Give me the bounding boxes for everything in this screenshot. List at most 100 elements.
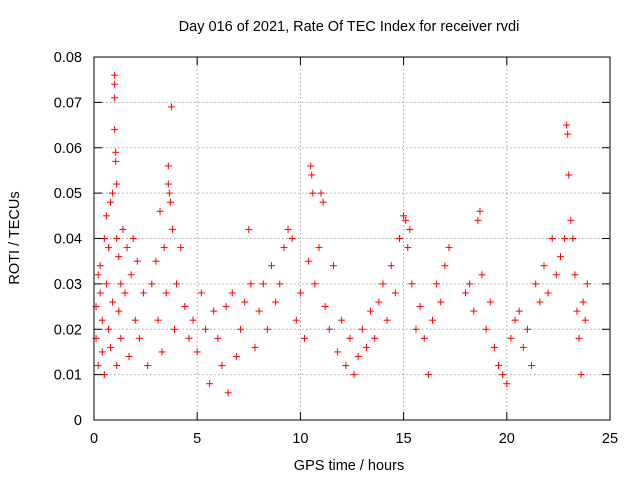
data-point [144,362,152,370]
data-point [121,289,129,297]
data-point [354,352,362,360]
data-point [94,271,102,279]
data-point [173,280,181,288]
data-point [317,189,325,197]
data-point [201,325,209,333]
data-point [358,325,366,333]
data-point [111,71,119,79]
data-point [515,307,523,315]
data-point [428,316,436,324]
data-point [476,207,484,215]
data-point [536,298,544,306]
data-point [96,289,104,297]
data-point [523,325,531,333]
data-point [140,289,148,297]
data-point [131,316,139,324]
data-point [482,325,490,333]
data-point [490,343,498,351]
data-point [162,289,170,297]
data-point [288,235,296,242]
axis-ticks [93,56,611,421]
data-point [583,280,591,288]
x-tick-label: 0 [90,431,98,447]
data-point [567,216,575,224]
data-point [189,316,197,324]
data-point [470,307,478,315]
data-point [276,280,284,288]
data-point [495,362,503,370]
data-point [563,121,571,129]
data-point [280,244,288,252]
data-point [292,316,300,324]
x-axis-label: GPS time / hours [294,458,404,474]
data-point [552,271,560,279]
data-point [437,298,445,306]
data-point [556,253,564,261]
data-point [111,94,119,102]
data-point [206,380,214,388]
data-point [466,280,474,288]
data-points [92,71,591,397]
data-point [251,343,259,351]
data-point [342,362,350,370]
data-point [507,334,515,342]
data-point [237,325,245,333]
y-tick-label: 0.03 [54,277,82,293]
y-tick-label: 0.02 [54,322,82,338]
data-point [387,262,395,270]
data-point [259,280,267,288]
data-point [197,289,205,297]
data-point [160,244,168,252]
data-point [168,225,176,233]
data-point [307,162,315,170]
data-point [325,325,333,333]
data-point [575,334,583,342]
y-axis-label: ROTI / TECUs [7,191,23,284]
data-point [109,189,117,197]
x-tick-label: 10 [292,431,308,447]
data-point [112,157,120,165]
data-point [135,334,143,342]
data-point [228,289,236,297]
data-point [441,262,449,270]
data-point [113,362,121,370]
data-point [115,253,123,261]
data-point [245,225,253,233]
data-point [379,280,387,288]
y-tick-label: 0.06 [54,141,82,157]
data-point [102,280,110,288]
data-point [224,389,232,397]
data-point [519,343,527,351]
x-tick-label: 15 [396,431,412,447]
data-point [573,307,581,315]
y-tick-label: 0.04 [54,232,82,248]
data-point [391,289,399,297]
data-point [408,280,416,288]
data-point [499,371,507,379]
data-point [123,244,131,252]
data-point [214,334,222,342]
data-point [462,289,470,297]
data-point [115,307,123,315]
data-point [319,198,327,206]
data-point [371,334,379,342]
data-point [232,352,240,360]
y-tick-label: 0.07 [54,95,82,111]
data-point [301,334,309,342]
data-point [154,316,162,324]
data-point [113,235,121,242]
data-point [284,225,292,233]
data-point [581,316,589,324]
y-tick-labels: 0 0.01 0.02 0.03 0.04 0.05 0.06 0.07 0.08 [54,50,82,429]
data-point [98,316,106,324]
data-point [311,280,319,288]
y-tick-label: 0.05 [54,186,82,202]
data-point [94,362,102,370]
data-point [156,207,164,215]
data-point [579,298,587,306]
data-point [127,271,135,279]
y-tick-label: 0 [74,413,82,429]
data-point [164,162,172,170]
data-point [445,244,453,252]
